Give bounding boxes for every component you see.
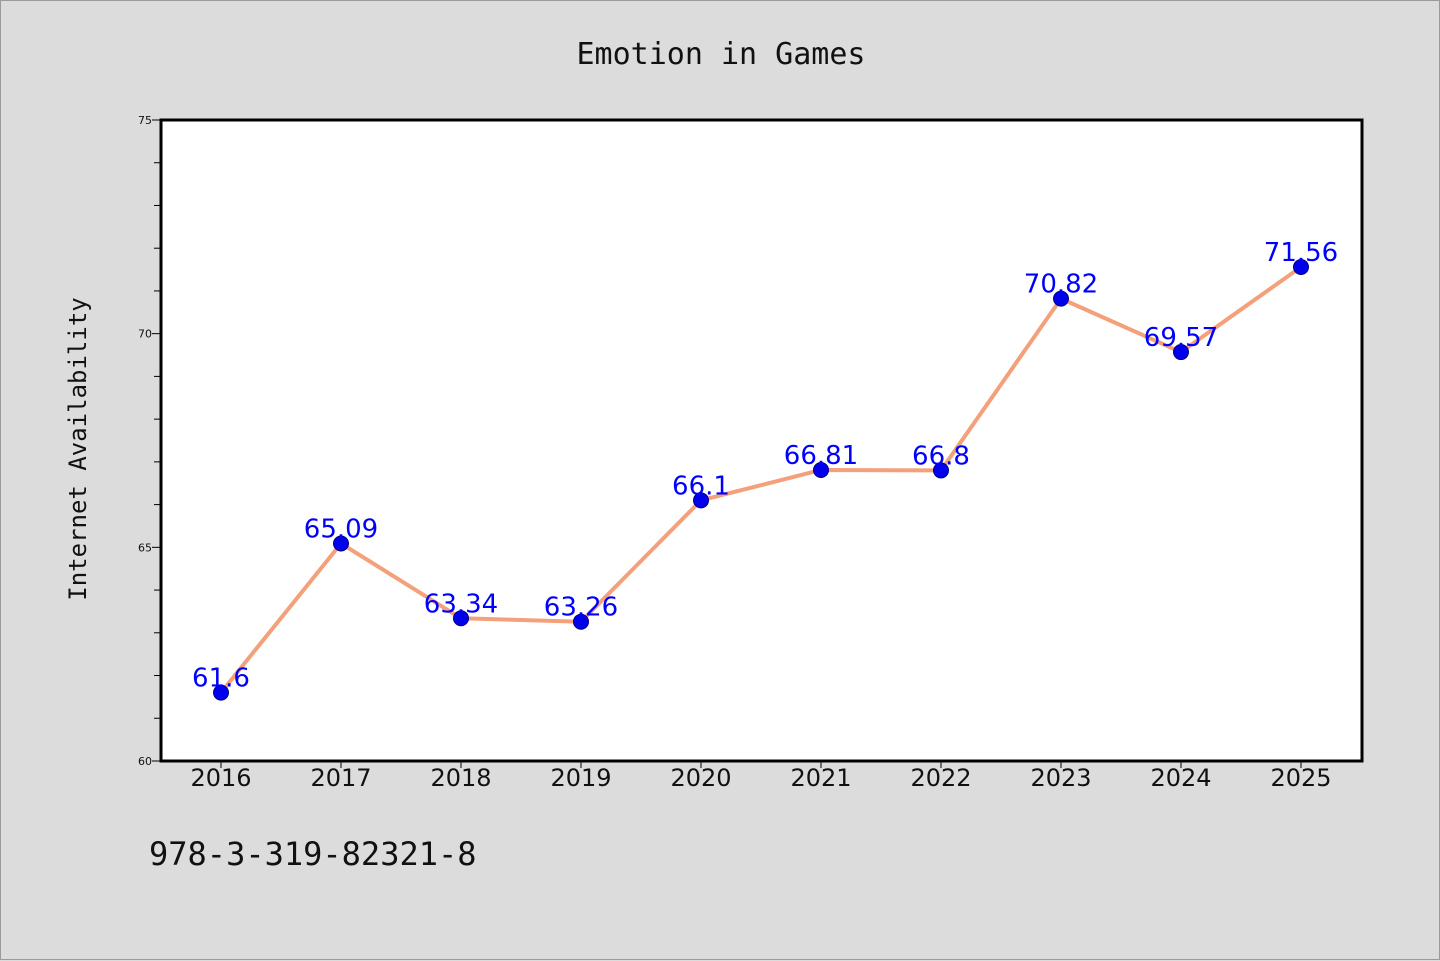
x-tick-label: 2018 bbox=[430, 764, 491, 792]
data-label: 66.81 bbox=[784, 441, 858, 471]
data-label: 66.8 bbox=[912, 441, 970, 471]
data-label: 63.34 bbox=[424, 589, 498, 619]
y-tick-label: 75 bbox=[138, 114, 152, 127]
x-tick-label: 2017 bbox=[310, 764, 371, 792]
chart-title: Emotion in Games bbox=[577, 37, 866, 72]
data-point bbox=[213, 684, 229, 701]
x-tick-label: 2016 bbox=[190, 764, 251, 792]
series-line bbox=[219, 265, 1303, 695]
x-tick-label: 2025 bbox=[1270, 764, 1331, 792]
x-tick-label: 2021 bbox=[790, 764, 851, 792]
data-point bbox=[693, 492, 709, 509]
data-point bbox=[1293, 259, 1309, 276]
isbn-footnote: 978-3-319-82321-8 bbox=[149, 835, 477, 873]
plot-area bbox=[159, 118, 1364, 763]
x-tick-label: 2024 bbox=[1150, 764, 1211, 792]
data-point bbox=[573, 613, 589, 630]
y-tick-label: 70 bbox=[138, 328, 152, 341]
x-axis: 2016 2017 2018 2019 2020 2021 2022 2023 2024 2025 bbox=[190, 761, 1332, 792]
x-tick-label: 2022 bbox=[910, 764, 971, 792]
series-group: 61.6 65.09 63.34 63.26 66.1 66.81 66.8 70.82 69.… bbox=[192, 238, 1338, 701]
data-point bbox=[453, 610, 469, 627]
data-label: 65.09 bbox=[304, 514, 378, 544]
data-label: 69.57 bbox=[1144, 323, 1218, 353]
data-point bbox=[333, 535, 349, 552]
y-tick-label: 65 bbox=[138, 541, 152, 554]
data-point bbox=[1053, 290, 1069, 307]
data-point bbox=[933, 462, 949, 479]
data-label: 63.26 bbox=[544, 593, 618, 623]
data-point bbox=[1173, 344, 1189, 361]
y-tick-label: 60 bbox=[138, 755, 152, 768]
data-label: 66.1 bbox=[672, 471, 730, 501]
x-tick-label: 2019 bbox=[550, 764, 611, 792]
x-tick-label: 2023 bbox=[1030, 764, 1091, 792]
x-tick-label: 2020 bbox=[670, 764, 731, 792]
data-point bbox=[813, 461, 829, 478]
data-label: 61.6 bbox=[192, 664, 250, 694]
data-label: 70.82 bbox=[1024, 270, 1098, 300]
y-axis-label: Internet Availability bbox=[64, 297, 92, 600]
y-axis: 60 65 70 75 bbox=[138, 114, 161, 768]
data-label: 71.56 bbox=[1264, 238, 1338, 268]
